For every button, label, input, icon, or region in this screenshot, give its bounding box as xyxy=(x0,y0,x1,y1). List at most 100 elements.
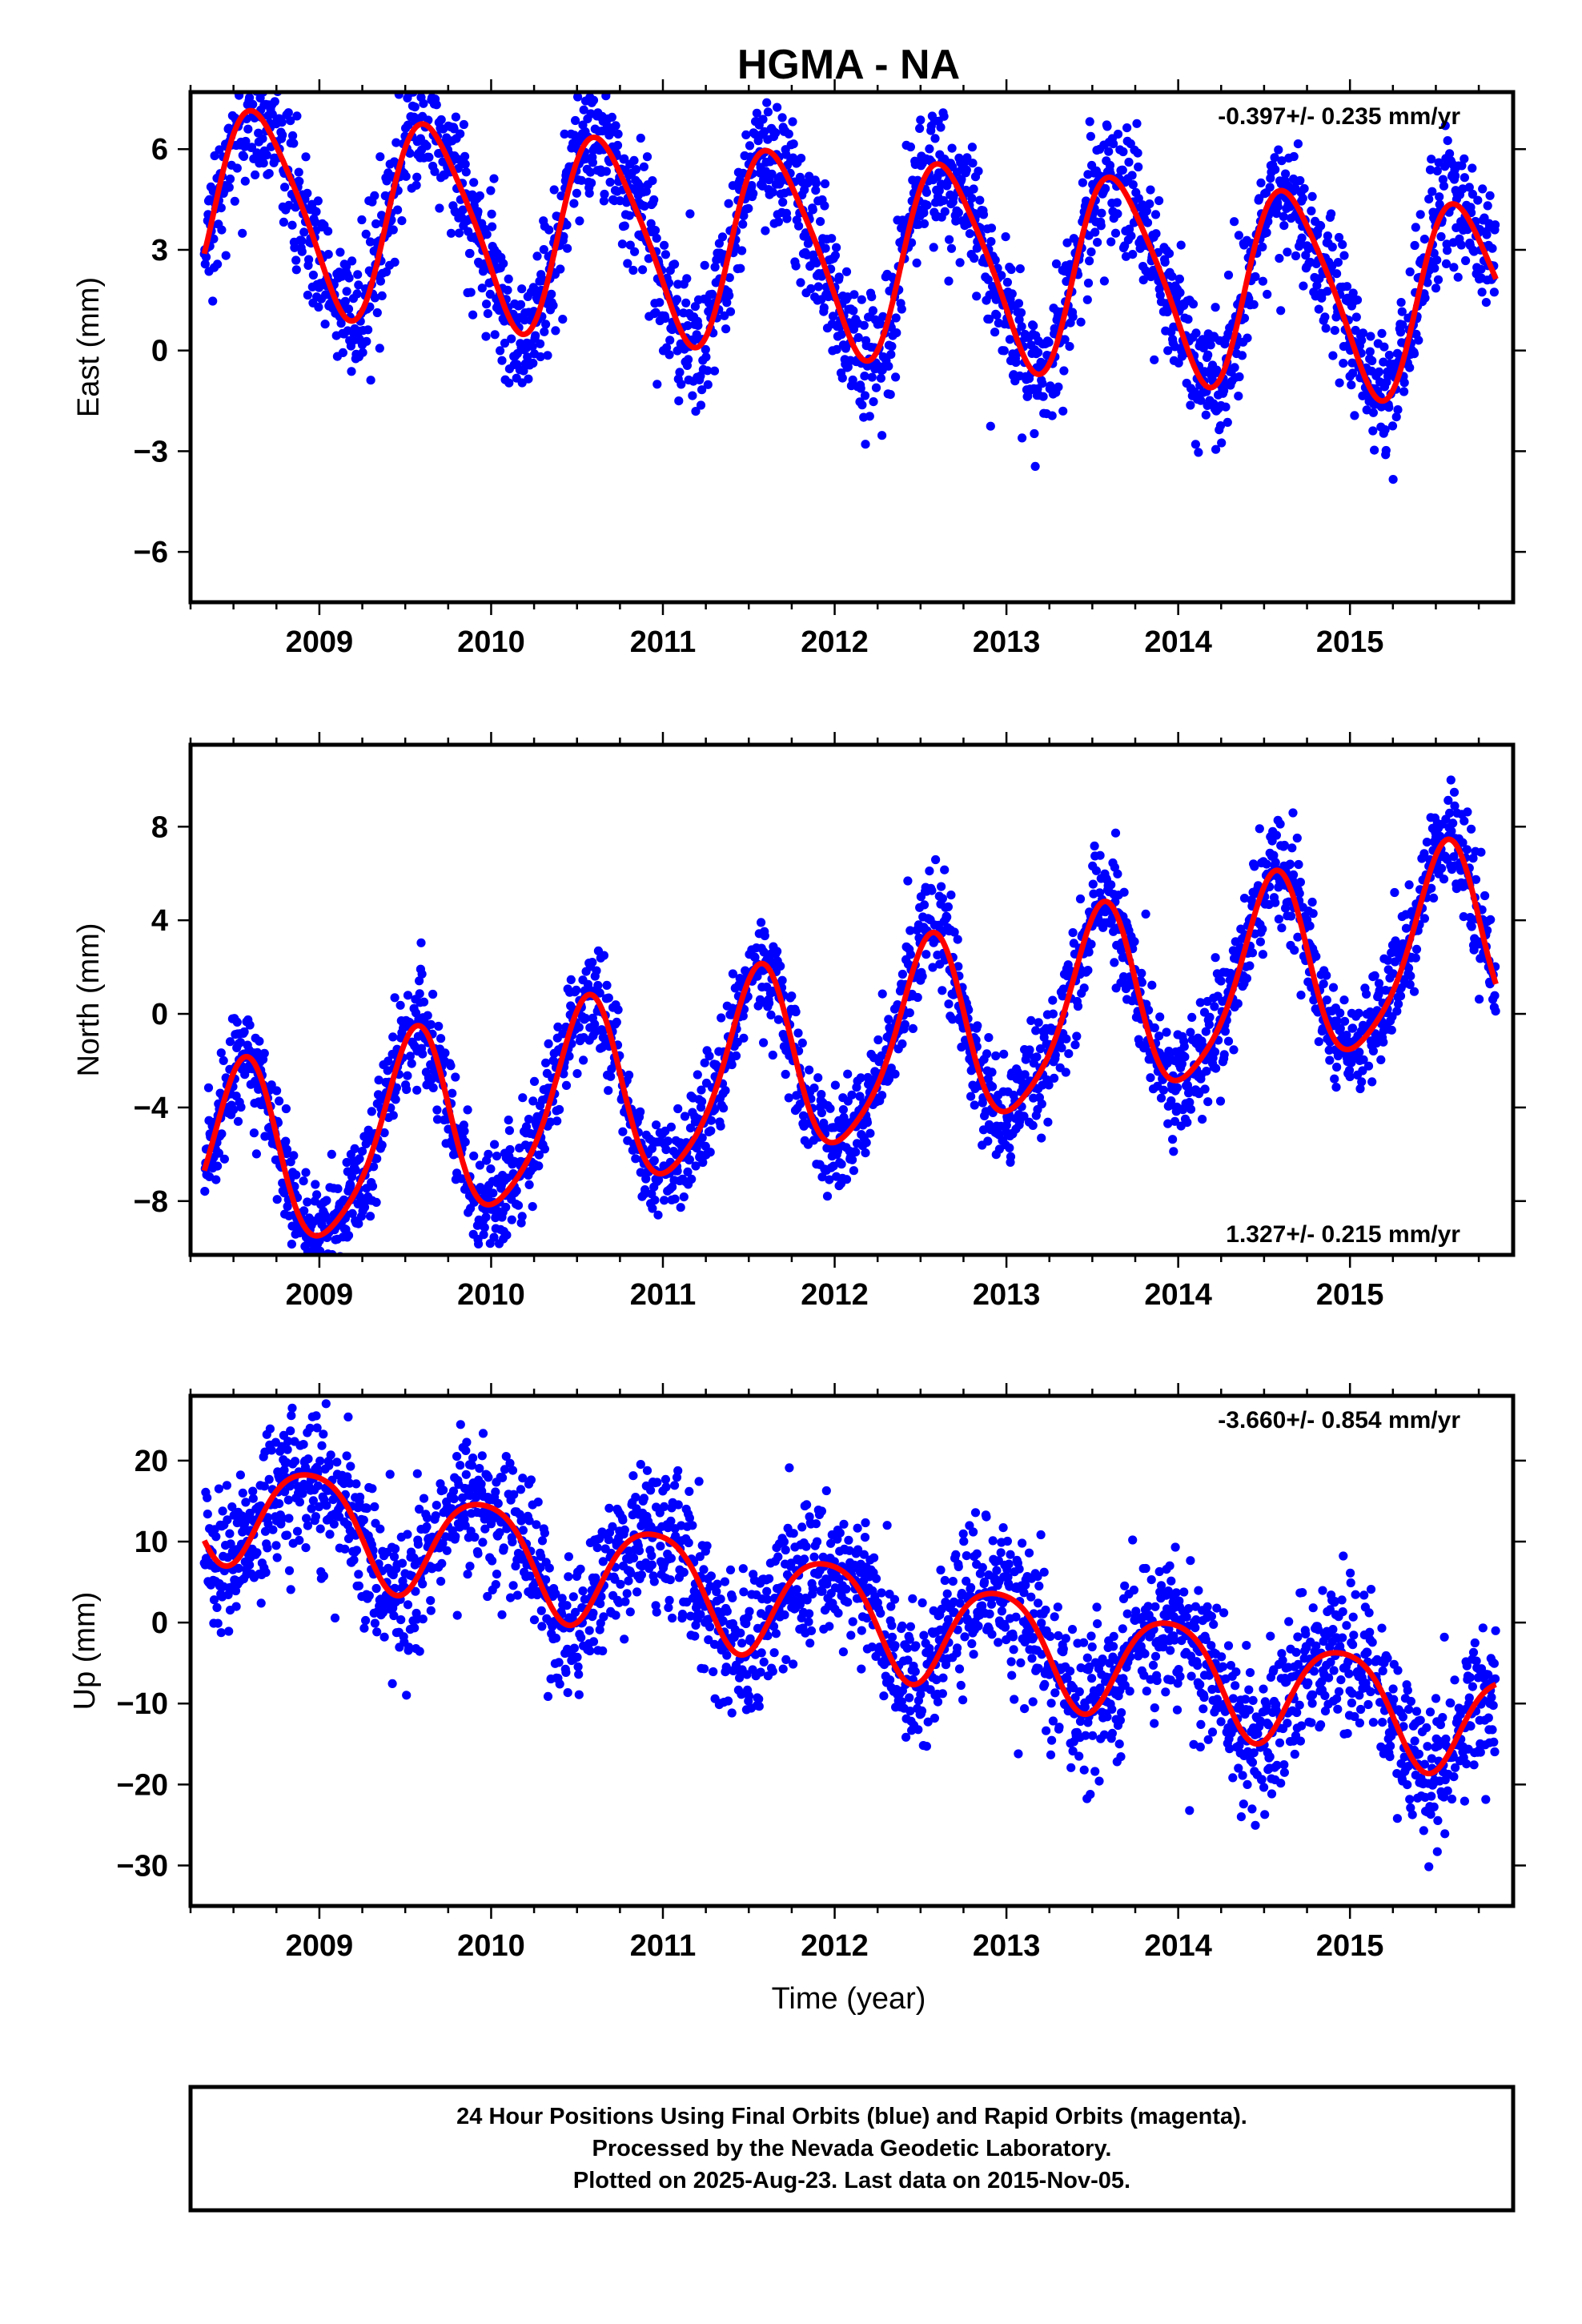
data-point xyxy=(1295,878,1305,887)
data-point xyxy=(706,1116,717,1125)
data-point xyxy=(225,174,235,184)
data-point xyxy=(997,271,1006,280)
data-point xyxy=(1162,307,1172,317)
data-point xyxy=(849,1166,858,1176)
data-point xyxy=(343,304,354,314)
data-point xyxy=(1433,275,1443,284)
data-point xyxy=(860,391,870,400)
data-point xyxy=(200,259,210,269)
data-point xyxy=(1014,315,1024,324)
data-point xyxy=(737,246,747,255)
data-point xyxy=(936,123,946,132)
data-point xyxy=(677,380,686,389)
data-point xyxy=(1090,841,1099,850)
data-point xyxy=(301,1168,311,1177)
data-point xyxy=(1279,221,1289,231)
data-point xyxy=(1323,287,1332,296)
data-point xyxy=(1277,923,1287,933)
data-point xyxy=(1262,859,1271,869)
data-point xyxy=(503,285,512,295)
data-point xyxy=(1363,1061,1374,1071)
data-point xyxy=(809,1084,819,1093)
data-point xyxy=(1124,157,1134,167)
y-tick-label: −6 xyxy=(134,536,168,569)
data-point xyxy=(710,262,720,272)
data-point xyxy=(1086,131,1095,141)
data-point xyxy=(1126,231,1136,241)
data-point xyxy=(1287,911,1296,921)
data-point xyxy=(1001,232,1010,242)
y-tick-label: 4 xyxy=(151,904,168,938)
data-point xyxy=(1393,405,1403,415)
data-point xyxy=(1468,163,1477,173)
data-point xyxy=(919,219,930,228)
data-point xyxy=(1384,403,1394,412)
data-point xyxy=(1044,337,1054,347)
data-point xyxy=(1170,342,1180,352)
data-point xyxy=(758,115,768,124)
data-point xyxy=(291,265,301,275)
data-point xyxy=(1293,139,1303,149)
data-point xyxy=(529,1076,540,1086)
data-point xyxy=(1339,995,1349,1005)
data-point xyxy=(915,123,925,133)
data-point xyxy=(908,1023,917,1033)
data-point xyxy=(962,153,972,163)
data-point xyxy=(333,1184,343,1193)
data-point xyxy=(458,205,468,215)
data-point xyxy=(566,975,576,984)
data-points-east xyxy=(199,63,1500,485)
data-point xyxy=(1142,218,1153,227)
data-point xyxy=(264,169,274,179)
data-point xyxy=(820,201,829,211)
data-point xyxy=(1198,1115,1207,1124)
data-point xyxy=(1007,289,1017,299)
data-point xyxy=(1202,1067,1211,1076)
data-point xyxy=(674,396,684,406)
data-point xyxy=(986,421,995,431)
data-point xyxy=(984,314,994,324)
x-tick-label: 2015 xyxy=(1316,625,1384,659)
data-point xyxy=(739,1033,749,1043)
data-point xyxy=(410,103,420,112)
data-point xyxy=(446,228,456,238)
data-point xyxy=(1311,951,1321,961)
data-point xyxy=(343,1231,354,1240)
data-point xyxy=(871,383,881,392)
data-point xyxy=(1462,845,1472,854)
data-point xyxy=(1410,240,1419,251)
data-point xyxy=(983,275,993,284)
data-point xyxy=(1075,894,1086,904)
data-point xyxy=(584,188,594,198)
data-point xyxy=(1242,974,1251,983)
data-point xyxy=(1411,953,1420,963)
data-point xyxy=(705,1148,715,1157)
data-point xyxy=(701,352,711,362)
data-point xyxy=(415,989,424,999)
data-point xyxy=(812,258,821,267)
data-point xyxy=(474,1239,484,1248)
data-point xyxy=(912,258,921,267)
data-point xyxy=(492,1152,502,1161)
y-tick-label: −3 xyxy=(134,435,168,468)
data-point xyxy=(1328,983,1339,992)
data-point xyxy=(1476,847,1486,857)
data-point xyxy=(1460,154,1469,163)
data-point xyxy=(424,152,434,162)
data-point xyxy=(1160,257,1170,267)
data-point xyxy=(241,136,251,147)
data-point xyxy=(397,216,407,226)
data-point xyxy=(585,167,596,177)
data-point xyxy=(240,76,249,85)
data-point xyxy=(1205,1012,1215,1022)
data-point xyxy=(461,167,471,177)
data-point xyxy=(280,183,290,192)
data-point xyxy=(666,1122,677,1132)
data-point xyxy=(865,412,874,421)
data-point xyxy=(868,306,877,316)
data-point xyxy=(682,274,692,283)
data-point xyxy=(830,1080,840,1090)
data-point xyxy=(1460,816,1469,826)
data-point xyxy=(434,63,443,72)
data-point xyxy=(497,356,507,365)
